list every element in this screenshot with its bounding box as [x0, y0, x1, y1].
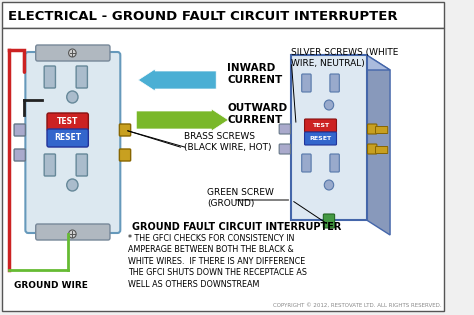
- FancyArrow shape: [137, 109, 228, 131]
- FancyBboxPatch shape: [36, 224, 110, 240]
- FancyBboxPatch shape: [44, 154, 55, 176]
- Text: TEST: TEST: [312, 123, 329, 128]
- FancyBboxPatch shape: [375, 127, 388, 134]
- FancyBboxPatch shape: [76, 154, 87, 176]
- Circle shape: [67, 91, 78, 103]
- FancyBboxPatch shape: [26, 52, 120, 233]
- Circle shape: [69, 49, 76, 57]
- Text: OUTWARD
CURRENT: OUTWARD CURRENT: [228, 103, 288, 125]
- FancyBboxPatch shape: [119, 124, 131, 136]
- Circle shape: [69, 230, 76, 238]
- FancyBboxPatch shape: [2, 28, 444, 311]
- Polygon shape: [366, 55, 390, 235]
- Circle shape: [324, 180, 334, 190]
- FancyBboxPatch shape: [304, 132, 337, 145]
- FancyBboxPatch shape: [44, 66, 55, 88]
- FancyBboxPatch shape: [119, 149, 131, 161]
- FancyBboxPatch shape: [76, 66, 87, 88]
- FancyBboxPatch shape: [304, 119, 337, 132]
- FancyBboxPatch shape: [47, 129, 88, 147]
- FancyBboxPatch shape: [2, 2, 444, 28]
- Text: GROUND WIRE: GROUND WIRE: [14, 280, 88, 289]
- Text: TEST: TEST: [57, 117, 78, 127]
- Circle shape: [324, 100, 334, 110]
- Text: COPYRIGHT © 2012, RESTOVATE LTD. ALL RIGHTS RESERVED.: COPYRIGHT © 2012, RESTOVATE LTD. ALL RIG…: [273, 303, 442, 308]
- FancyBboxPatch shape: [302, 74, 311, 92]
- FancyBboxPatch shape: [279, 144, 291, 154]
- FancyBboxPatch shape: [292, 55, 366, 220]
- FancyBboxPatch shape: [323, 214, 335, 228]
- Text: BRASS SCREWS
(BLACK WIRE, HOT): BRASS SCREWS (BLACK WIRE, HOT): [184, 132, 272, 152]
- FancyBboxPatch shape: [330, 154, 339, 172]
- Text: SILVER SCREWS (WHITE
WIRE, NEUTRAL): SILVER SCREWS (WHITE WIRE, NEUTRAL): [292, 48, 399, 68]
- Text: GROUND FAULT CIRCUIT INTERRUPTER: GROUND FAULT CIRCUIT INTERRUPTER: [132, 222, 341, 232]
- FancyBboxPatch shape: [47, 113, 88, 131]
- FancyBboxPatch shape: [375, 146, 388, 153]
- FancyBboxPatch shape: [36, 45, 110, 61]
- Text: RESET: RESET: [54, 134, 81, 142]
- Text: GREEN SCREW
(GROUND): GREEN SCREW (GROUND): [207, 188, 273, 208]
- FancyBboxPatch shape: [302, 154, 311, 172]
- FancyBboxPatch shape: [367, 124, 377, 134]
- Polygon shape: [292, 55, 390, 70]
- Text: ELECTRICAL - GROUND FAULT CIRCUIT INTERRUPTER: ELECTRICAL - GROUND FAULT CIRCUIT INTERR…: [8, 9, 397, 22]
- FancyBboxPatch shape: [14, 124, 26, 136]
- FancyBboxPatch shape: [367, 144, 377, 154]
- FancyBboxPatch shape: [14, 149, 26, 161]
- Circle shape: [67, 179, 78, 191]
- Text: RESET: RESET: [310, 136, 332, 141]
- Text: INWARD
CURRENT: INWARD CURRENT: [228, 63, 283, 85]
- Text: * THE GFCI CHECKS FOR CONSISTENCY IN
AMPERAGE BETWEEN BOTH THE BLACK &
WHITE WIR: * THE GFCI CHECKS FOR CONSISTENCY IN AMP…: [128, 234, 307, 289]
- FancyBboxPatch shape: [279, 124, 291, 134]
- FancyBboxPatch shape: [330, 74, 339, 92]
- FancyArrow shape: [138, 69, 216, 91]
